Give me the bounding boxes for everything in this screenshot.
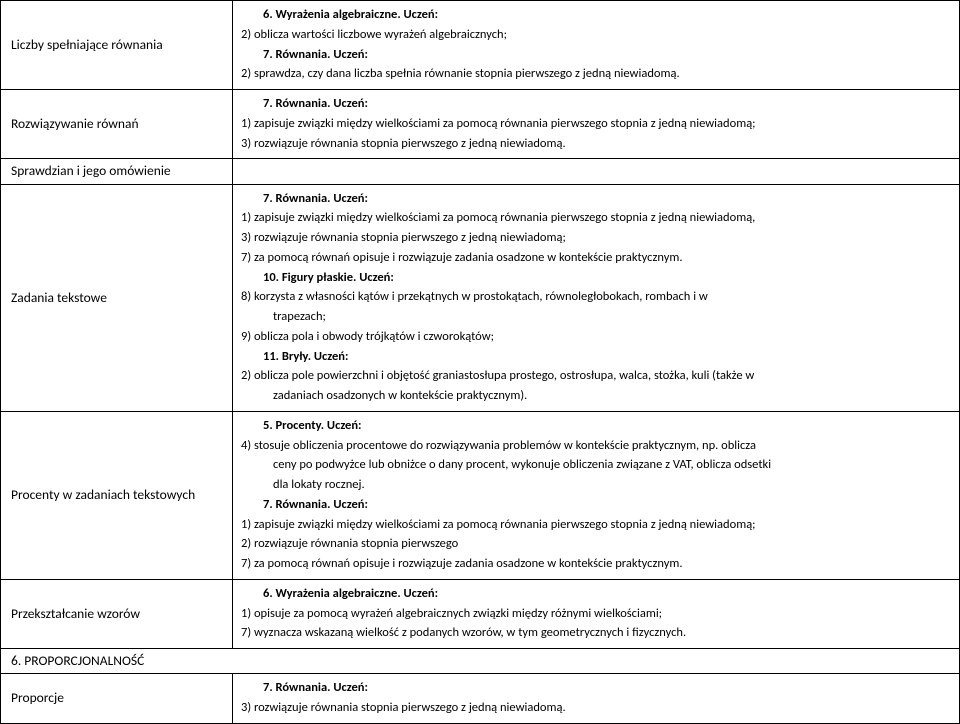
content-cell: 7. Równania. Uczeń: 1) zapisuje związki … bbox=[233, 90, 960, 159]
content-heading: 6. Wyrażenia algebraiczne. Uczeń: bbox=[241, 585, 951, 604]
section-spacer bbox=[233, 649, 960, 674]
table-row: Zadania tekstowe 7. Równania. Uczeń: 1) … bbox=[1, 184, 960, 411]
content-heading: 6. Wyrażenia algebraiczne. Uczeń: bbox=[241, 6, 951, 25]
content-heading: 11. Bryły. Uczeń: bbox=[241, 348, 951, 367]
topic-cell: Procenty w zadaniach tekstowych bbox=[1, 411, 233, 579]
topic-cell: Rozwiązywanie równań bbox=[1, 90, 233, 159]
topic-cell: Przekształcanie wzorów bbox=[1, 579, 233, 648]
content-line: 7) za pomocą równań opisuje i rozwiązuje… bbox=[241, 249, 951, 268]
content-line: 7) wyznacza wskazaną wielkość z podanych… bbox=[241, 624, 951, 643]
topic-cell: Sprawdzian i jego omówienie bbox=[1, 159, 233, 184]
content-line: 3) rozwiązuje równania stopnia pierwszeg… bbox=[241, 699, 951, 718]
content-line: zadaniach osadzonych w kontekście prakty… bbox=[241, 387, 951, 406]
content-cell: 6. Wyrażenia algebraiczne. Uczeń: 2) obl… bbox=[233, 1, 960, 90]
content-line: 7) za pomocą równań opisuje i rozwiązuje… bbox=[241, 555, 951, 574]
content-line: dla lokaty rocznej. bbox=[241, 476, 951, 495]
content-line: ceny po podwyżce lub obniżce o dany proc… bbox=[241, 456, 951, 475]
content-line: 4) stosuje obliczenia procentowe do rozw… bbox=[241, 437, 951, 456]
section-title: 6. PROPORCJONALNOŚĆ bbox=[1, 649, 233, 674]
topic-cell: Zadania tekstowe bbox=[1, 184, 233, 411]
content-cell: 5. Procenty. Uczeń: 4) stosuje obliczeni… bbox=[233, 411, 960, 579]
content-heading: 7. Równania. Uczeń: bbox=[241, 95, 951, 114]
content-line: 1) zapisuje związki między wielkościami … bbox=[241, 209, 951, 228]
content-cell: 6. Wyrażenia algebraiczne. Uczeń: 1) opi… bbox=[233, 579, 960, 648]
table-row: Przekształcanie wzorów 6. Wyrażenia alge… bbox=[1, 579, 960, 648]
content-line: 1) zapisuje związki między wielkościami … bbox=[241, 115, 951, 134]
content-line: 1) opisuje za pomocą wyrażeń algebraiczn… bbox=[241, 605, 951, 624]
section-row: 6. PROPORCJONALNOŚĆ bbox=[1, 649, 960, 674]
table-row: Rozwiązywanie równań 7. Równania. Uczeń:… bbox=[1, 90, 960, 159]
content-line: 1) zapisuje związki między wielkościami … bbox=[241, 516, 951, 535]
content-line: 3) rozwiązuje równania stopnia pierwszeg… bbox=[241, 135, 951, 154]
content-line: 2) oblicza pole powierzchni i objętość g… bbox=[241, 367, 951, 386]
content-cell: 7. Równania. Uczeń: 3) rozwiązuje równan… bbox=[233, 674, 960, 724]
curriculum-table: Liczby spełniające równania 6. Wyrażenia… bbox=[0, 0, 960, 724]
content-heading: 5. Procenty. Uczeń: bbox=[241, 417, 951, 436]
content-heading: 10. Figury płaskie. Uczeń: bbox=[241, 269, 951, 288]
content-heading: 7. Równania. Uczeń: bbox=[241, 679, 951, 698]
content-line: trapezach; bbox=[241, 308, 951, 327]
content-cell bbox=[233, 159, 960, 184]
content-heading: 7. Równania. Uczeń: bbox=[241, 496, 951, 515]
table-row: Procenty w zadaniach tekstowych 5. Proce… bbox=[1, 411, 960, 579]
content-line: 2) sprawdza, czy dana liczba spełnia rów… bbox=[241, 65, 951, 84]
topic-cell: Liczby spełniające równania bbox=[1, 1, 233, 90]
content-line: 9) oblicza pola i obwody trójkątów i czw… bbox=[241, 328, 951, 347]
table-row: Proporcje 7. Równania. Uczeń: 3) rozwiąz… bbox=[1, 674, 960, 724]
content-heading: 7. Równania. Uczeń: bbox=[241, 46, 951, 65]
content-line: 2) rozwiązuje równania stopnia pierwszeg… bbox=[241, 535, 951, 554]
topic-cell: Proporcje bbox=[1, 674, 233, 724]
content-line: 2) oblicza wartości liczbowe wyrażeń alg… bbox=[241, 26, 951, 45]
content-line: 8) korzysta z własności kątów i przekątn… bbox=[241, 288, 951, 307]
table-row: Sprawdzian i jego omówienie bbox=[1, 159, 960, 184]
table-row: Liczby spełniające równania 6. Wyrażenia… bbox=[1, 1, 960, 90]
content-line: 3) rozwiązuje równania stopnia pierwszeg… bbox=[241, 229, 951, 248]
content-cell: 7. Równania. Uczeń: 1) zapisuje związki … bbox=[233, 184, 960, 411]
content-heading: 7. Równania. Uczeń: bbox=[241, 190, 951, 209]
